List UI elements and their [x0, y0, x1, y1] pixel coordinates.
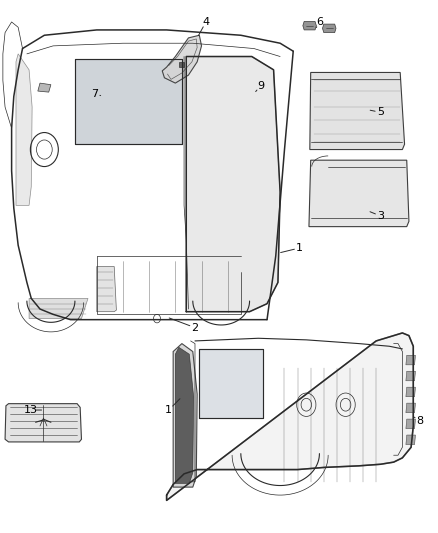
Text: 2: 2	[191, 322, 198, 333]
Polygon shape	[175, 348, 194, 483]
Text: 5: 5	[377, 107, 384, 117]
Text: 7: 7	[91, 88, 98, 99]
Polygon shape	[162, 35, 201, 83]
Polygon shape	[173, 344, 197, 487]
Text: 4: 4	[202, 17, 209, 27]
Text: 6: 6	[316, 17, 323, 27]
Polygon shape	[75, 59, 182, 144]
Polygon shape	[406, 435, 416, 445]
Text: 1: 1	[165, 405, 172, 415]
Polygon shape	[16, 54, 32, 205]
Text: 8: 8	[416, 416, 424, 426]
Text: 9: 9	[257, 81, 264, 91]
Polygon shape	[97, 266, 117, 312]
Polygon shape	[406, 403, 416, 413]
Polygon shape	[29, 298, 88, 319]
Polygon shape	[166, 333, 413, 500]
Text: 1: 1	[296, 243, 303, 253]
Polygon shape	[179, 62, 184, 67]
Polygon shape	[406, 371, 416, 381]
Text: 3: 3	[377, 211, 384, 221]
Polygon shape	[5, 403, 81, 442]
Polygon shape	[322, 24, 336, 33]
Text: 13: 13	[23, 405, 37, 415]
Polygon shape	[186, 56, 280, 312]
Polygon shape	[310, 72, 405, 150]
Polygon shape	[406, 356, 416, 365]
Polygon shape	[406, 387, 416, 397]
Polygon shape	[406, 419, 416, 429]
Polygon shape	[199, 349, 263, 418]
Polygon shape	[309, 160, 409, 227]
Polygon shape	[38, 83, 51, 92]
Polygon shape	[303, 21, 316, 30]
